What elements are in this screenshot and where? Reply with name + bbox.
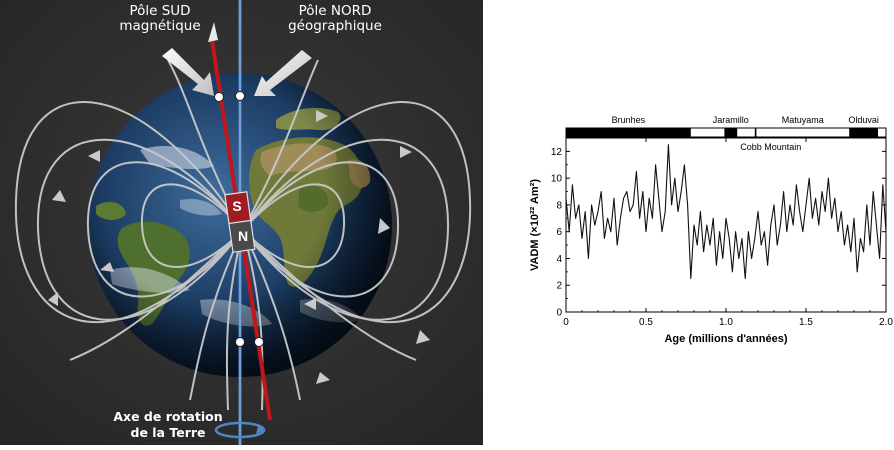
pointer-arrow-north-geographic: [254, 50, 312, 96]
diagram-canvas: [0, 0, 483, 445]
x-tick-label: 1.5: [799, 317, 813, 328]
magnetic-field-diagram: Pôle SUD magnétique Pôle NORD géographiq…: [0, 0, 483, 445]
x-tick-label: 0: [563, 317, 569, 328]
field-arrows: [48, 110, 430, 384]
label-rotation-axis: Axe de rotation de la Terre: [113, 409, 223, 440]
polarity-chron-normal: [849, 128, 878, 137]
magnet-s-letter: S: [232, 198, 242, 214]
magnetic-axis-arrowhead: [208, 22, 218, 42]
pointer-arrow-south-magnetic: [162, 48, 214, 96]
x-tick-label: 1.0: [719, 317, 733, 328]
polarity-chron-normal: [724, 128, 738, 137]
bar-magnet: [224, 191, 256, 253]
x-axis-label: Age (millions d'années): [664, 333, 787, 345]
y-tick-label: 4: [556, 254, 562, 265]
x-tick-label: 0.5: [639, 317, 653, 328]
y-tick-label: 2: [556, 281, 562, 292]
y-tick-label: 10: [551, 174, 563, 185]
polarity-label: Jaramillo: [713, 115, 749, 125]
polarity-chron-normal: [754, 128, 757, 137]
y-tick-label: 0: [556, 308, 562, 319]
annotation-cobb-mountain: Cobb Mountain: [740, 142, 801, 152]
magnet-n-letter: N: [237, 228, 249, 244]
label-north-geographic: Pôle NORD géographique: [288, 3, 382, 34]
vadm-chart: Brunhes Jaramillo Matuyama Olduvai 0 2 4 6 8 10 12…: [520, 100, 894, 360]
polarity-label: Brunhes: [612, 115, 646, 125]
polarity-label: Matuyama: [782, 115, 824, 125]
field-lines: [14, 59, 472, 411]
pole-marker: [254, 337, 264, 347]
x-tick-label: 2.0: [879, 317, 893, 328]
y-tick-label: 8: [556, 200, 562, 211]
polarity-label: Olduvai: [848, 115, 879, 125]
y-axis-label: VADM (×10²² Am²): [529, 179, 541, 271]
pole-marker: [214, 92, 224, 102]
y-tick-label: 12: [551, 147, 563, 158]
label-south-magnetic: Pôle SUD magnétique: [119, 3, 201, 34]
pole-marker: [235, 337, 245, 347]
vadm-chart-svg: Brunhes Jaramillo Matuyama Olduvai 0 2 4 6 8 10 12…: [529, 115, 893, 345]
polarity-chron-normal: [566, 128, 691, 137]
vadm-series-line: [565, 144, 887, 280]
pole-marker: [235, 91, 245, 101]
y-tick-label: 6: [556, 227, 562, 238]
